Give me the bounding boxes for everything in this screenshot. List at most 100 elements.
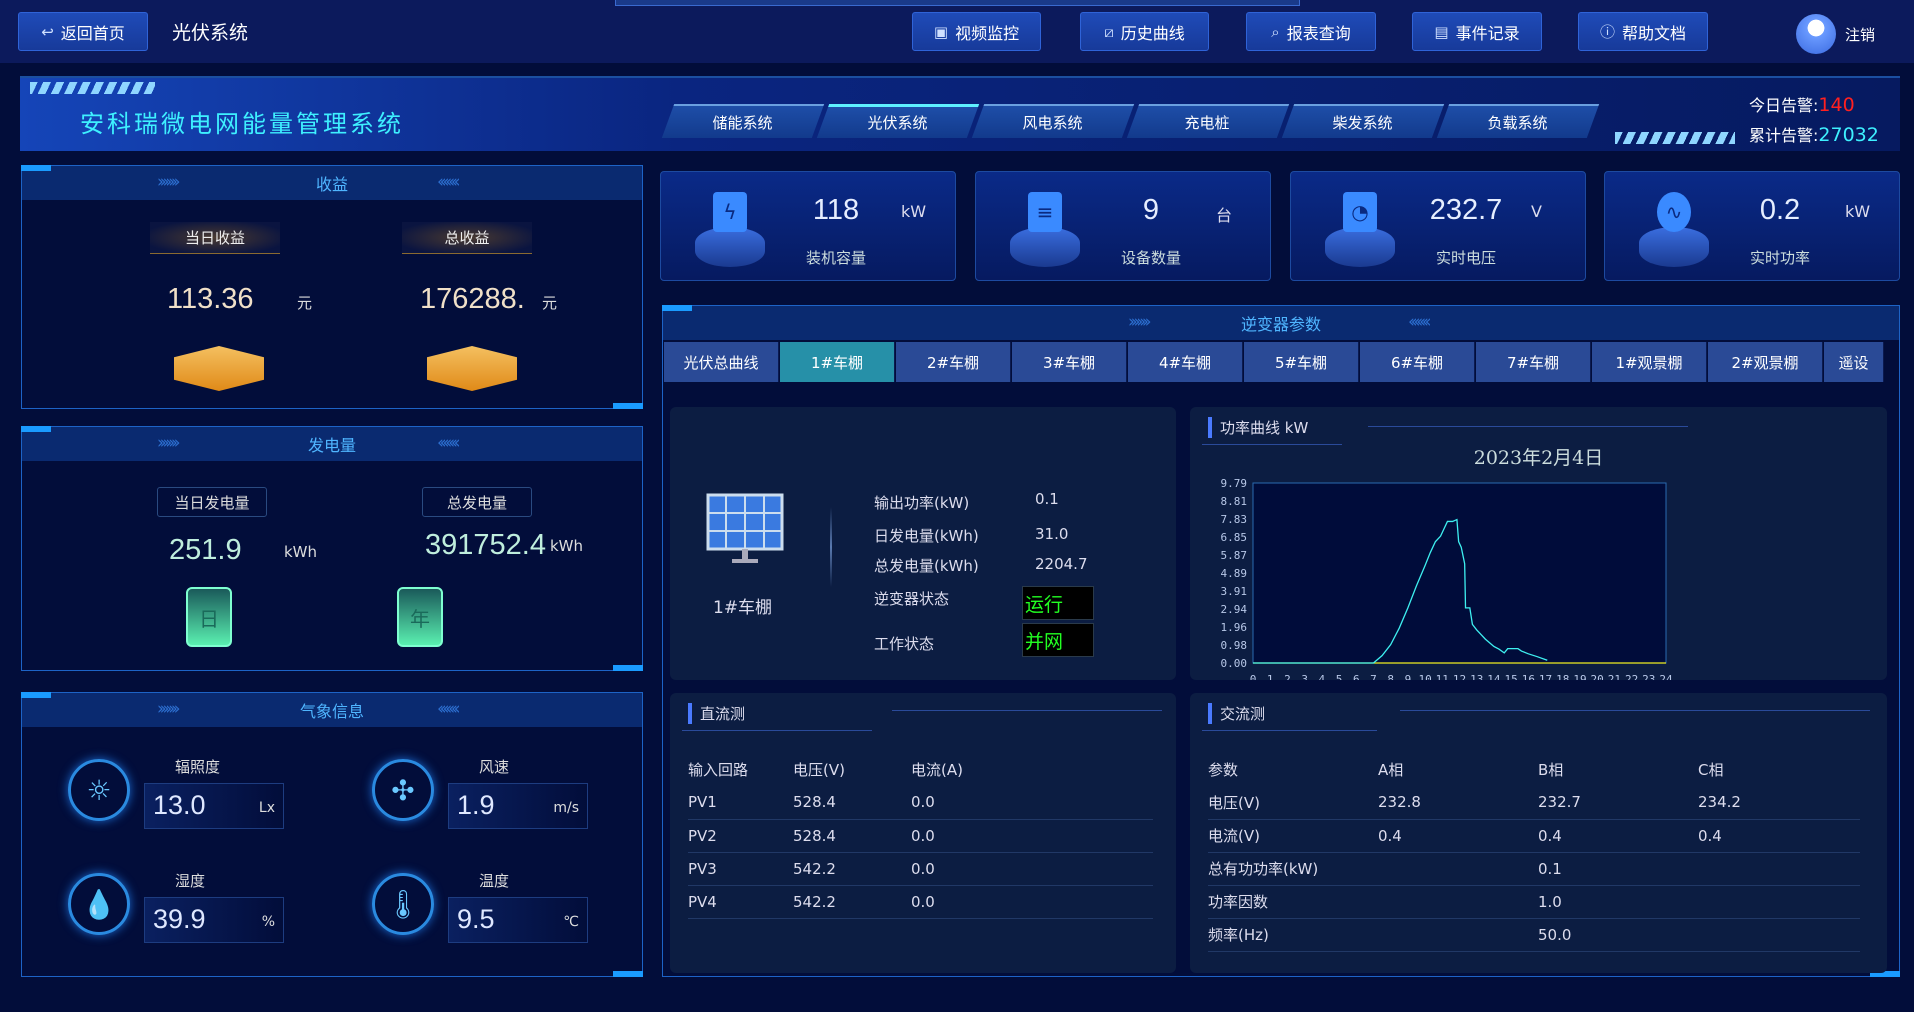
- report-query-button[interactable]: ⌕ 报表查询: [1246, 12, 1376, 51]
- table-cell: 232.7: [1538, 786, 1698, 820]
- nav-label: 柴发系统: [1332, 113, 1393, 132]
- inverter-tab[interactable]: 1#观景棚: [1592, 342, 1707, 382]
- irradiance-value: 13.0 Lx: [144, 783, 284, 829]
- table-cell: 0.0: [911, 852, 1153, 886]
- search-icon: ⌕: [1271, 22, 1280, 41]
- back-label: 返回首页: [60, 23, 125, 43]
- today-generation-unit: kWh: [284, 543, 318, 561]
- nav-charging[interactable]: 充电桩: [1126, 104, 1290, 138]
- video-monitor-button[interactable]: ▣ 视频监控: [912, 12, 1041, 51]
- corner-decor: [21, 426, 51, 432]
- corner-decor: [613, 971, 643, 977]
- income-panel: ››››››› 收益 ‹‹‹‹‹‹‹ 当日收益 总收益 113.36 元 17628…: [21, 165, 643, 409]
- gold-box-icon: [427, 346, 517, 391]
- panel-title: 气象信息: [299, 702, 364, 721]
- x-tick-label: 6: [1353, 673, 1360, 680]
- series-line: [1253, 518, 1548, 664]
- nav-pv[interactable]: 光伏系统: [816, 104, 980, 138]
- card-value: 232.7: [1429, 194, 1503, 226]
- inverter-tab[interactable]: 5#车棚: [1244, 342, 1359, 382]
- button-label: 事件记录: [1455, 23, 1520, 43]
- inverter-tab[interactable]: 7#车棚: [1476, 342, 1591, 382]
- total-generation-unit: kWh: [550, 537, 584, 555]
- temperature-label: 温度: [479, 872, 510, 890]
- nav-load[interactable]: 负载系统: [1436, 104, 1600, 138]
- event-log-button[interactable]: ▤ 事件记录: [1412, 12, 1542, 51]
- panel-title: 逆变器参数: [1240, 315, 1321, 334]
- avatar[interactable]: [1796, 14, 1836, 54]
- inverter-tab[interactable]: 遥设: [1824, 342, 1884, 382]
- inverter-tab[interactable]: 1#车棚: [780, 342, 895, 382]
- y-tick-label: 7.83: [1221, 513, 1248, 526]
- y-tick-label: 1.96: [1221, 621, 1248, 634]
- table-cell: 542.2: [793, 885, 911, 919]
- stripe-decor: [30, 82, 155, 94]
- device-name: 1#车棚: [713, 598, 773, 618]
- pedestal-decor: [1639, 227, 1709, 267]
- table-cell: 542.2: [793, 852, 911, 886]
- total-income-value: 176288.: [420, 283, 525, 315]
- corner-decor: [21, 165, 51, 171]
- nav-label: 风电系统: [1022, 113, 1083, 132]
- card-unit: V: [1531, 202, 1542, 221]
- table-cell: 0.4: [1538, 819, 1698, 853]
- ac-table: 参数 A相 B相 C相 电压(V) 232.8 232.7 234.2 电流(V) 0.4 0.4 0…: [1208, 753, 1860, 952]
- y-tick-label: 0.98: [1221, 639, 1248, 652]
- inverter-tab[interactable]: 2#车棚: [896, 342, 1011, 382]
- output-power-value: 0.1: [1035, 490, 1059, 508]
- table-cell: 232.8: [1378, 786, 1538, 820]
- table-cell: 234.2: [1698, 786, 1860, 820]
- divider: [892, 710, 1162, 711]
- table-cell: 总有功功率(kW): [1208, 852, 1378, 886]
- chevrons-left-icon: ‹‹‹‹‹‹‹: [437, 699, 461, 719]
- help-docs-button[interactable]: ⓘ 帮助文档: [1578, 12, 1708, 51]
- back-home-button[interactable]: ↩ 返回首页: [18, 12, 148, 51]
- card-value: 9: [1142, 194, 1160, 226]
- table-cell: 528.4: [793, 819, 911, 853]
- inverter-tab[interactable]: 3#车棚: [1012, 342, 1127, 382]
- nav-diesel[interactable]: 柴发系统: [1281, 104, 1445, 138]
- divider: [1368, 426, 1688, 427]
- column-header: 电压(V): [793, 761, 845, 779]
- temperature-value: 9.5 ℃: [448, 897, 588, 943]
- x-tick-label: 2: [1284, 673, 1291, 680]
- humidity-label: 湿度: [175, 872, 206, 890]
- panel-header: ››››››› 发电量 ‹‹‹‹‹‹‹: [22, 427, 642, 461]
- value: 1.9: [457, 790, 495, 820]
- panel-header: ››››››› 收益 ‹‹‹‹‹‹‹: [22, 166, 642, 200]
- history-curve-button[interactable]: ⧄ 历史曲线: [1080, 12, 1209, 51]
- table-row: 电压(V) 232.8 232.7 234.2: [1208, 786, 1860, 820]
- alarm-total-label: 累计告警:: [1749, 126, 1819, 145]
- corner-decor: [662, 305, 692, 311]
- chevrons-left-icon: ‹‹‹‹‹‹‹: [437, 172, 461, 192]
- inverter-tab[interactable]: 6#车棚: [1360, 342, 1475, 382]
- nav-label: 储能系统: [712, 113, 773, 132]
- total-gen-label: 总发电量(kWh): [874, 557, 979, 575]
- corner-decor: [613, 665, 643, 671]
- y-tick-label: 8.81: [1221, 495, 1248, 508]
- gold-box-icon: [174, 346, 264, 391]
- chevrons-right-icon: ›››››››: [157, 699, 181, 719]
- y-tick-label: 4.89: [1221, 567, 1248, 580]
- logout-link[interactable]: 注销: [1845, 26, 1876, 44]
- table-cell: [1378, 852, 1538, 886]
- inverter-tab[interactable]: 4#车棚: [1128, 342, 1243, 382]
- inverter-tab[interactable]: 2#观景棚: [1708, 342, 1823, 382]
- power-curve-box: 功率曲线 kW 2023年2月4日 0.00 0.98 1.96 2.94 3.91 4.…: [1190, 407, 1887, 680]
- pedestal-decor: [1010, 227, 1080, 267]
- nav-storage[interactable]: 储能系统: [661, 104, 825, 138]
- card-value: 118: [812, 194, 860, 226]
- table-cell: 电压(V): [1208, 786, 1378, 820]
- button-label: 历史曲线: [1120, 23, 1185, 43]
- inverter-tab[interactable]: 光伏总曲线: [664, 342, 779, 382]
- x-tick-label: 24: [1659, 673, 1673, 680]
- card-label: 实时功率: [1749, 249, 1810, 267]
- column-header: 电流(A): [911, 761, 963, 779]
- gauge-icon: ◔: [1343, 192, 1377, 232]
- today-income-unit: 元: [297, 294, 313, 312]
- stripe-decor: [1615, 132, 1735, 144]
- nav-wind[interactable]: 风电系统: [971, 104, 1135, 138]
- back-arrow-icon: ↩: [41, 22, 54, 41]
- table-cell: 0.0: [911, 819, 1153, 853]
- card-voltage: ◔ 232.7 V 实时电压: [1290, 171, 1586, 281]
